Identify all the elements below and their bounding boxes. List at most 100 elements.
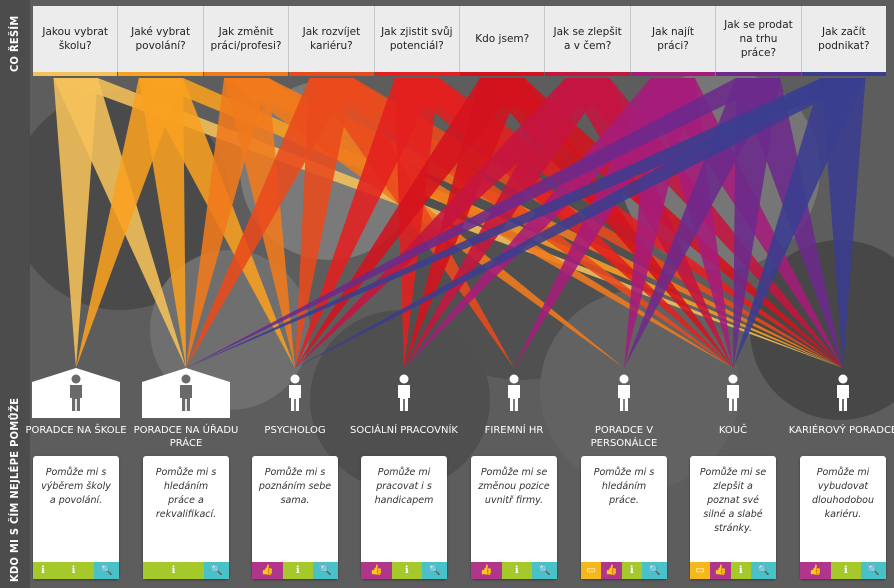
question-color-bar <box>374 72 460 76</box>
advisor-name: PSYCHOLOG <box>264 425 326 436</box>
advisor-description: Pomůže mi s poznáním sebe sama. <box>258 467 332 506</box>
advisor-8[interactable]: KARIÉROVÝ PORADCE <box>789 368 894 436</box>
search-icon[interactable]: 🔍 <box>313 562 338 579</box>
advisor-card: Pomůže mi pracovat i s handicapem 👍 ℹ 🔍 <box>361 456 447 579</box>
question-label: Jak rozvíjet kariéru? <box>302 26 361 52</box>
like-icon[interactable]: 👍 <box>710 562 731 579</box>
question-color-bar <box>801 72 887 76</box>
search-icon[interactable]: 🔍 <box>532 562 557 579</box>
info-icon[interactable]: ℹ <box>53 562 94 579</box>
advisor-figure <box>580 368 668 418</box>
questions-row: Jakou vybrat školu? Jaké vybrat povolání?… <box>33 6 887 76</box>
advisor-tags: 👍 ℹ 🔍 <box>361 562 447 579</box>
question-4[interactable]: Jak rozvíjet kariéru? <box>289 6 375 76</box>
person-icon <box>396 374 412 416</box>
like-icon[interactable]: 👍 <box>361 562 392 579</box>
info-icon[interactable]: ℹ <box>282 562 313 579</box>
search-icon[interactable]: 🔍 <box>641 562 667 579</box>
question-5[interactable]: Jak zjistit svůj potenciál? <box>374 6 461 76</box>
side-label-what: CO ŘEŠÍM <box>8 15 21 72</box>
advisor-tags: ℹ 🔍 <box>143 562 229 579</box>
info-icon[interactable]: ℹ <box>143 562 204 579</box>
question-label: Jak změnit práci/profesi? <box>210 26 282 52</box>
advisor-tags: ▭ 👍 ℹ 🔍 <box>581 562 667 579</box>
advisor-4[interactable]: SOCIÁLNÍ PRACOVNÍK <box>350 368 458 436</box>
info-icon[interactable]: ℹ <box>33 562 53 579</box>
question-color-bar <box>716 72 801 76</box>
advisor-card: Pomůže mi vybudovat dlouhodobou kariéru.… <box>800 456 886 579</box>
question-color-bar <box>33 72 118 76</box>
question-label: Jaké vybrat povolání? <box>131 26 191 52</box>
advisor-6[interactable]: PORADCE V PERSONÁLCE <box>579 368 669 449</box>
info-icon[interactable]: ℹ <box>391 562 422 579</box>
like-icon[interactable]: 👍 <box>471 562 502 579</box>
wallet-icon[interactable]: ▭ <box>581 562 602 579</box>
info-icon[interactable]: ℹ <box>621 562 642 579</box>
wallet-icon[interactable]: ▭ <box>690 562 711 579</box>
advisor-card: Pomůže mi s poznáním sebe sama. 👍 ℹ 🔍 <box>252 456 338 579</box>
search-icon[interactable]: 🔍 <box>861 562 886 579</box>
advisor-name: KARIÉROVÝ PORADCE <box>788 425 894 436</box>
advisor-figure <box>360 368 448 418</box>
advisor-description: Pomůže mi s hledáním práce. <box>593 467 655 506</box>
advisor-card: Pomůže mi s hledáním práce. ▭ 👍 ℹ 🔍 <box>581 456 667 579</box>
side-label-who: KDO MI S ČÍM NEJLÉPE POMŮŽE <box>8 397 21 582</box>
question-color-bar <box>460 72 545 76</box>
question-2[interactable]: Jaké vybrat povolání? <box>118 6 204 76</box>
question-3[interactable]: Jak změnit práci/profesi? <box>203 6 290 76</box>
advisor-name: PORADCE NA ŠKOLE <box>25 425 127 436</box>
advisor-3[interactable]: PSYCHOLOG <box>250 368 340 436</box>
question-10[interactable]: Jak začít podnikat? <box>801 6 887 76</box>
question-color-bar <box>289 72 374 76</box>
question-color-bar <box>630 72 716 76</box>
advisor-tags: ▭ 👍 ℹ 🔍 <box>690 562 776 579</box>
search-icon[interactable]: 🔍 <box>204 562 229 579</box>
like-icon[interactable]: 👍 <box>800 562 831 579</box>
question-6[interactable]: Kdo jsem? <box>460 6 546 76</box>
advisor-name: SOCIÁLNÍ PRACOVNÍK <box>350 425 458 436</box>
question-8[interactable]: Jak najít práci? <box>630 6 717 76</box>
advisor-card: Pomůže mi se změnou pozice uvnitř firmy.… <box>471 456 557 579</box>
advisor-card: Pomůže mi s výběrem školy a povolání. ℹ ℹ 🔍 <box>33 456 119 579</box>
house-icon <box>142 368 230 418</box>
advisor-description: Pomůže mi s výběrem školy a povolání. <box>41 467 111 506</box>
info-icon[interactable]: ℹ <box>730 562 751 579</box>
advisor-7[interactable]: KOUČ <box>688 368 778 436</box>
search-icon[interactable]: 🔍 <box>94 562 119 579</box>
advisor-name: FIREMNÍ HR <box>484 425 544 436</box>
person-icon <box>506 374 522 416</box>
info-icon[interactable]: ℹ <box>501 562 532 579</box>
search-icon[interactable]: 🔍 <box>750 562 776 579</box>
like-icon[interactable]: 👍 <box>252 562 283 579</box>
advisor-name: PORADCE NA ÚŘADU PRÁCE <box>133 425 239 449</box>
advisor-name: PORADCE V PERSONÁLCE <box>590 425 658 449</box>
info-icon[interactable]: ℹ <box>830 562 861 579</box>
question-color-bar <box>118 72 203 76</box>
advisor-card: Pomůže mi se zlepšit a poznat své silné … <box>690 456 776 579</box>
advisor-description: Pomůže mi se změnou pozice uvnitř firmy. <box>478 467 550 506</box>
question-label: Jak se prodat na trhu práce? <box>724 19 793 59</box>
person-icon <box>287 374 303 416</box>
search-icon[interactable]: 🔍 <box>422 562 447 579</box>
advisor-figure <box>251 368 339 418</box>
question-7[interactable]: Jak se zlepšit a v čem? <box>545 6 631 76</box>
advisor-figure <box>689 368 777 418</box>
advisor-1[interactable]: PORADCE NA ŠKOLE <box>25 368 127 436</box>
advisor-description: Pomůže mi se zlepšit a poznat své silné … <box>699 467 767 534</box>
advisor-description: Pomůže mi s hledáním práce a rekvalifika… <box>155 467 217 520</box>
advisor-description: Pomůže mi vybudovat dlouhodobou kariéru. <box>811 467 875 520</box>
like-icon[interactable]: 👍 <box>601 562 622 579</box>
advisor-2[interactable]: PORADCE NA ÚŘADU PRÁCE <box>134 368 238 449</box>
person-icon <box>835 374 851 416</box>
house-icon <box>32 368 120 418</box>
question-color-bar <box>203 72 289 76</box>
question-label: Jak začít podnikat? <box>818 26 870 52</box>
advisor-5[interactable]: FIREMNÍ HR <box>469 368 559 436</box>
advisor-tags: 👍 ℹ 🔍 <box>471 562 557 579</box>
person-icon <box>616 374 632 416</box>
advisor-card: Pomůže mi s hledáním práce a rekvalifika… <box>143 456 229 579</box>
question-9[interactable]: Jak se prodat na trhu práce? <box>716 6 802 76</box>
question-1[interactable]: Jakou vybrat školu? <box>33 6 119 76</box>
question-label: Kdo jsem? <box>475 33 530 45</box>
advisor-tags: ℹ ℹ 🔍 <box>33 562 119 579</box>
